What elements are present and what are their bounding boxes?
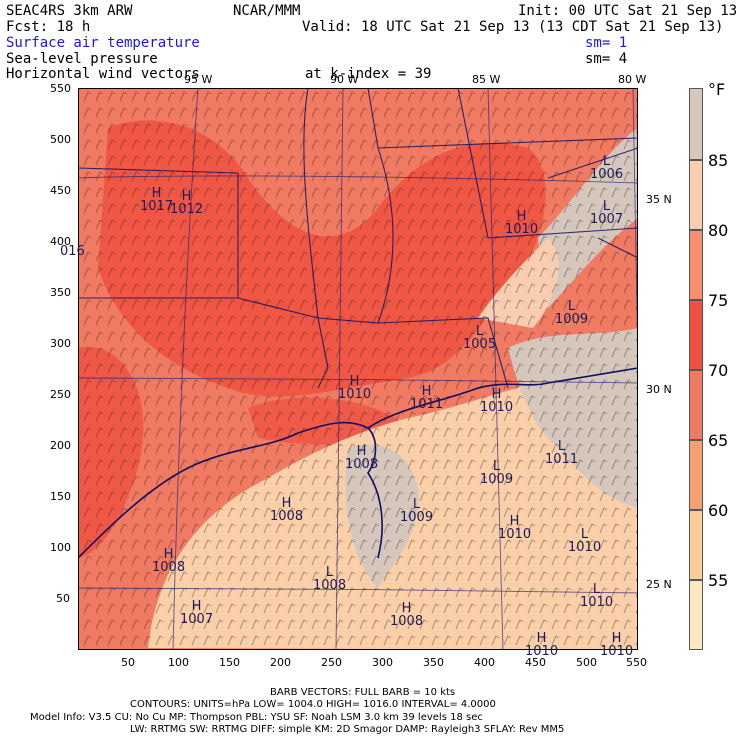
x-tick: 550 — [626, 656, 647, 669]
x-tick: 500 — [576, 656, 597, 669]
temperature-map — [78, 88, 638, 650]
legend-label: 55 — [708, 571, 729, 590]
pressure-center-label: H 1008 — [152, 547, 186, 575]
lon-label: 95 W — [184, 73, 213, 86]
pressure-center-label: H 1007 — [180, 599, 214, 627]
smoothing-1: sm= 1 — [585, 35, 628, 51]
legend-swatch — [689, 88, 703, 160]
legend-swatch — [689, 370, 703, 440]
peach-region — [478, 238, 559, 328]
lat-label: 30 N — [646, 383, 672, 396]
pressure-center-label: H 1011 — [410, 384, 444, 412]
y-tick: 550 — [50, 82, 71, 95]
legend-swatch — [689, 510, 703, 580]
pressure-center-label: 016 — [60, 244, 85, 259]
pressure-center-label: H 1012 — [170, 189, 204, 217]
legend-label: 80 — [708, 221, 729, 240]
pressure-center-label: H 1010 — [498, 514, 532, 542]
y-tick: 150 — [50, 490, 71, 503]
pressure-center-label: L 1006 — [590, 154, 624, 182]
x-tick: 100 — [168, 656, 189, 669]
contour-info: CONTOURS: UNITS=hPa LOW= 1004.0 HIGH= 10… — [130, 699, 496, 710]
pressure-center-label: H 1010 — [480, 387, 514, 415]
state-boundary — [78, 88, 638, 389]
legend-swatch — [689, 580, 703, 650]
smoothing-2: sm= 4 — [585, 51, 628, 67]
field-wind: Horizontal wind vectors — [6, 66, 200, 82]
center-label: NCAR/MMM — [233, 3, 301, 19]
x-tick: 450 — [525, 656, 546, 669]
pressure-center-label: H 1008 — [345, 444, 379, 472]
forecast-hour: Fcst: 18 h — [6, 19, 91, 35]
pressure-center-label: L 1011 — [545, 439, 579, 467]
legend-swatch — [689, 230, 703, 300]
lon-label: 90 W — [330, 73, 359, 86]
field-pressure: Sea-level pressure — [6, 51, 158, 67]
pressure-center-label: L 1005 — [463, 324, 497, 352]
y-tick: 450 — [50, 184, 71, 197]
model-info: Model Info: V3.5 CU: No Cu MP: Thompson … — [30, 712, 483, 723]
init-time: Init: 00 UTC Sat 21 Sep 13 — [518, 3, 738, 19]
lon-label: 80 W — [618, 73, 647, 86]
pressure-center-label: H 1010 — [525, 631, 559, 659]
x-tick: 350 — [423, 656, 444, 669]
pressure-center-label: H 1010 — [600, 631, 634, 659]
pressure-center-label: H 1017 — [140, 186, 174, 214]
x-tick: 400 — [474, 656, 495, 669]
legend-label: 70 — [708, 361, 729, 380]
legend-swatch — [689, 160, 703, 230]
lat-label: 35 N — [646, 193, 672, 206]
y-tick: 250 — [50, 388, 71, 401]
y-tick: 500 — [50, 133, 71, 146]
y-tick: 400 — [50, 235, 71, 248]
pressure-center-label: H 1010 — [338, 374, 372, 402]
legend-swatch — [689, 440, 703, 510]
field-temperature: Surface air temperature — [6, 35, 200, 51]
y-tick: 200 — [50, 439, 71, 452]
hot-region — [78, 346, 144, 558]
wind-barbs — [83, 91, 638, 646]
hot-gray-region — [538, 128, 638, 308]
legend-swatch — [689, 300, 703, 370]
y-tick: 350 — [50, 286, 71, 299]
x-tick: 200 — [270, 656, 291, 669]
y-tick: 50 — [56, 592, 70, 605]
wind-barb-field — [83, 91, 638, 646]
lon-label: 85 W — [472, 73, 501, 86]
legend-label: 75 — [708, 291, 729, 310]
pressure-center-label: L 1010 — [568, 527, 602, 555]
x-tick: 150 — [219, 656, 240, 669]
pressure-center-label: H 1008 — [270, 496, 304, 524]
y-tick: 100 — [50, 541, 71, 554]
x-tick: 250 — [321, 656, 342, 669]
pressure-center-label: L 1007 — [590, 199, 624, 227]
x-tick: 50 — [121, 656, 135, 669]
legend-label: 65 — [708, 431, 729, 450]
pressure-center-label: L 1009 — [555, 299, 589, 327]
y-tick: 300 — [50, 337, 71, 350]
pressure-center-label: L 1009 — [480, 459, 514, 487]
pressure-center-label: L 1009 — [400, 497, 434, 525]
barb-info: BARB VECTORS: FULL BARB = 10 kts — [270, 687, 456, 698]
model-title: SEAC4RS 3km ARW — [6, 3, 133, 19]
pressure-center-label: H 1010 — [505, 209, 539, 237]
legend-unit: °F — [708, 80, 726, 99]
physics-info: LW: RRTMG SW: RRTMG DIFF: simple KM: 2D … — [130, 724, 565, 735]
legend-label: 85 — [708, 151, 729, 170]
coastline — [78, 367, 638, 559]
legend-label: 60 — [708, 501, 729, 520]
x-tick: 300 — [372, 656, 393, 669]
pressure-center-label: L 1010 — [580, 582, 614, 610]
valid-time: Valid: 18 UTC Sat 21 Sep 13 (13 CDT Sat … — [302, 19, 724, 35]
pressure-center-label: H 1008 — [390, 601, 424, 629]
level-label: at k-index = 39 — [305, 66, 432, 82]
lat-label: 25 N — [646, 578, 672, 591]
pressure-center-label: L 1008 — [313, 565, 347, 593]
